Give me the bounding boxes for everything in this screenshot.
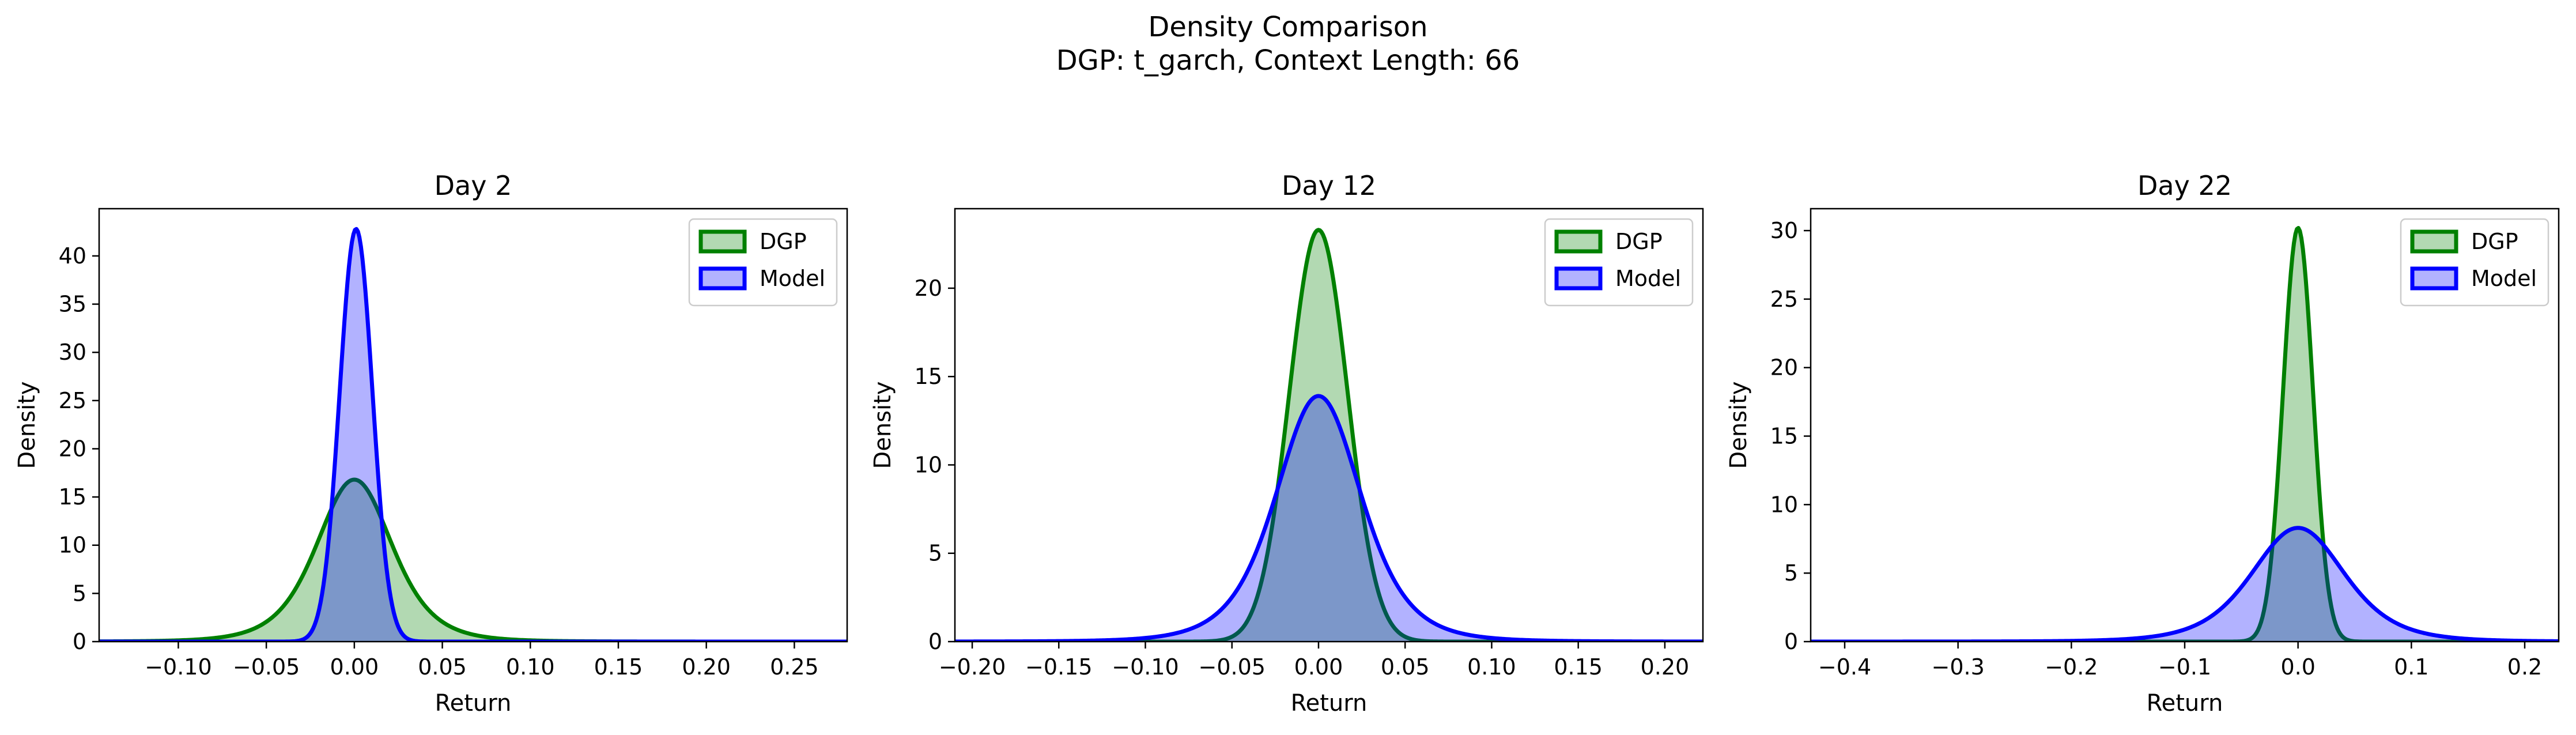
y-tick-label: 10: [1770, 492, 1798, 517]
y-tick-label: 10: [59, 533, 86, 558]
figure-subtitle: DGP: t_garch, Context Length: 66: [1056, 44, 1520, 77]
legend-label-dgp: DGP: [2471, 229, 2518, 254]
x-tick-label: −0.4: [1818, 654, 1871, 680]
plot-frame: [954, 208, 1704, 643]
x-tick-label: −0.05: [1199, 654, 1266, 680]
y-tick-label: 30: [1770, 218, 1798, 243]
legend-label-dgp: DGP: [1615, 229, 1663, 254]
legend: DGP Model: [2400, 218, 2549, 307]
legend-label-dgp: DGP: [760, 229, 807, 254]
series-model-fill: [1811, 527, 2559, 642]
y-axis-label: Density: [870, 381, 896, 469]
y-tick-label: 25: [1770, 287, 1798, 312]
legend-label-model: Model: [760, 266, 825, 291]
subplot-title: Day 12: [1282, 170, 1376, 201]
y-tick-label: 5: [1784, 560, 1798, 586]
series-model-line: [1811, 526, 2559, 642]
figure-title: Density Comparison: [1148, 11, 1427, 43]
x-tick-label: −0.20: [939, 654, 1006, 680]
y-tick-label: 40: [59, 243, 86, 269]
legend-box: [688, 218, 838, 307]
x-tick-label: 0.00: [330, 654, 379, 680]
y-tick-label: 15: [1770, 424, 1798, 449]
y-tick-label: 5: [928, 541, 942, 566]
x-tick-label: 0.05: [1381, 654, 1430, 680]
x-tick-label: −0.2: [2045, 654, 2098, 680]
legend-box: [2400, 218, 2549, 307]
x-axis-label: Return: [435, 690, 512, 717]
series-dgp-fill: [955, 229, 1703, 642]
x-axis-label: Return: [2147, 690, 2223, 717]
panel-day-22: −0.4 −0.3 −0.2 −0.1 0.0 0.1 0.2 0 5 10 15 20 25 30 Day…: [1725, 170, 2560, 717]
panel-day-12: −0.20 −0.15 −0.10 −0.05 0.00 0.05 0.10 0.15 0.20…: [870, 170, 1704, 717]
subplot-title: Day 22: [2137, 170, 2232, 201]
plot-frame: [98, 208, 848, 643]
x-tick-label: 0.15: [1554, 654, 1603, 680]
x-tick-label: 0.10: [506, 654, 555, 680]
y-tick-label: 15: [915, 364, 942, 389]
series-dgp-line: [99, 477, 847, 642]
legend: DGP Model: [1544, 218, 1694, 307]
x-tick-label: −0.10: [1112, 654, 1179, 680]
y-tick-label: 10: [915, 452, 942, 477]
x-tick-label: 0.0: [2280, 654, 2315, 680]
series-model-fill: [955, 395, 1703, 642]
y-tick-label: 20: [59, 436, 86, 461]
legend: DGP Model: [688, 218, 838, 307]
x-tick-label: 0.15: [594, 654, 643, 680]
panel-day-2: −0.10 −0.05 0.00 0.05 0.10 0.15 0.20 0.25 0 5 10 15…: [14, 170, 848, 717]
x-tick-label: 0.25: [770, 654, 819, 680]
legend-swatch-model: [2410, 266, 2458, 291]
y-tick-label: 30: [59, 340, 86, 365]
y-tick-label: 20: [1770, 355, 1798, 380]
legend-swatch-dgp: [1554, 229, 1603, 254]
x-tick-label: 0.20: [682, 654, 731, 680]
x-tick-label: −0.1: [2158, 654, 2211, 680]
series-dgp-fill: [99, 480, 847, 642]
series-dgp-line: [955, 228, 1703, 642]
legend-box: [1544, 218, 1694, 307]
y-tick-label: 20: [915, 276, 942, 301]
legend-swatch-model: [698, 266, 747, 291]
legend-swatch-dgp: [698, 229, 747, 254]
y-tick-label: 25: [59, 388, 86, 413]
x-tick-label: −0.10: [145, 654, 211, 680]
x-tick-label: −0.05: [233, 654, 300, 680]
x-tick-label: −0.15: [1025, 654, 1092, 680]
x-tick-label: 0.2: [2507, 654, 2542, 680]
y-tick-label: 35: [59, 292, 86, 317]
y-tick-label: 0: [1784, 629, 1798, 654]
x-tick-label: 0.20: [1641, 654, 1690, 680]
x-axis-label: Return: [1291, 690, 1368, 717]
x-tick-label: −0.3: [1932, 654, 1985, 680]
y-axis-label: Density: [14, 381, 40, 469]
legend-label-model: Model: [2471, 266, 2537, 291]
y-tick-label: 0: [928, 629, 942, 654]
y-tick-label: 5: [73, 581, 86, 606]
x-tick-label: 0.00: [1294, 654, 1343, 680]
x-tick-label: 0.1: [2394, 654, 2428, 680]
legend-swatch-dgp: [2410, 229, 2458, 254]
y-tick-label: 0: [73, 629, 86, 654]
y-tick-label: 15: [59, 484, 86, 510]
x-tick-label: 0.05: [418, 654, 467, 680]
y-axis-label: Density: [1725, 381, 1752, 469]
legend-label-model: Model: [1615, 266, 1681, 291]
subplot-title: Day 2: [435, 170, 512, 201]
x-tick-label: 0.10: [1467, 654, 1516, 680]
legend-swatch-model: [1554, 266, 1603, 291]
